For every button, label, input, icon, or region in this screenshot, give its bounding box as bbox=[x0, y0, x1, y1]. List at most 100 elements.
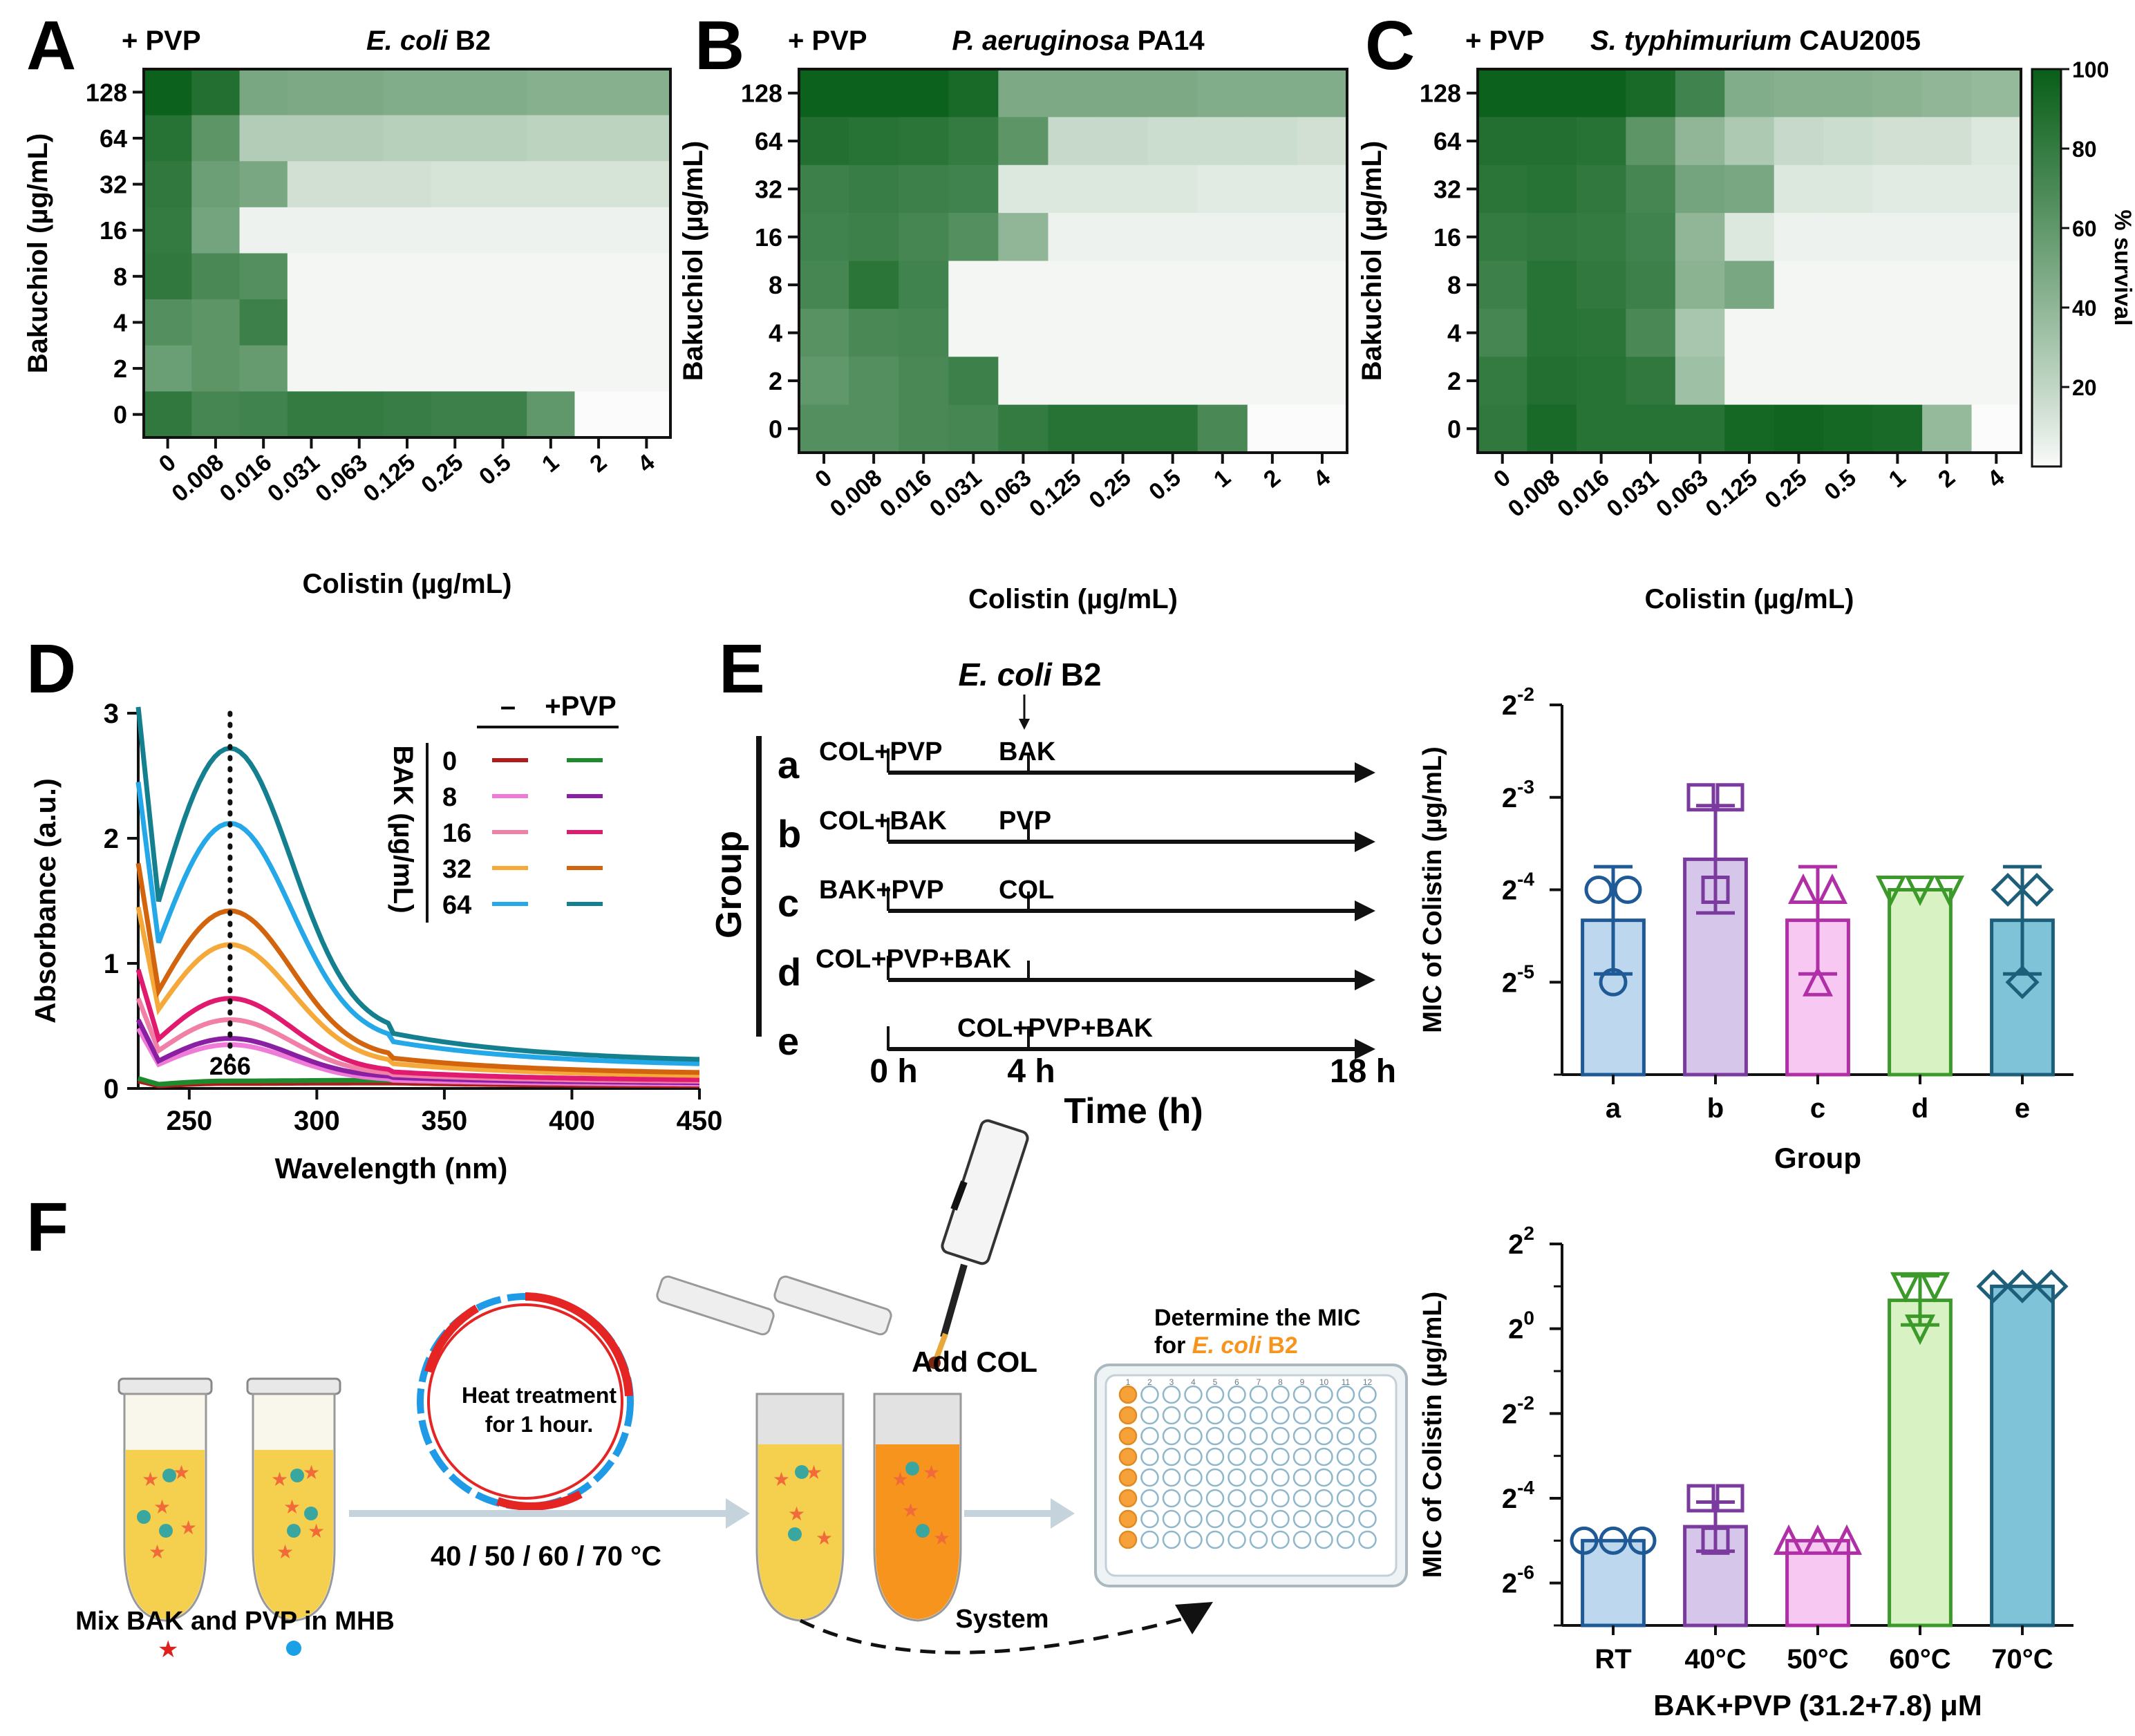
heatmap-cell bbox=[998, 261, 1049, 310]
heatmap-cell bbox=[335, 253, 384, 300]
heatmap-cell bbox=[478, 207, 527, 254]
heatmap-cell bbox=[478, 161, 527, 208]
heatmap-cell bbox=[1576, 213, 1626, 262]
heatmap-cell bbox=[1626, 404, 1676, 453]
y-tick-label: 8 bbox=[769, 271, 782, 299]
heatmap-cell bbox=[1098, 261, 1149, 310]
heatmap-cell bbox=[574, 391, 623, 438]
plate-well bbox=[1162, 1509, 1181, 1529]
heatmap-cell bbox=[1197, 357, 1248, 406]
heatmap-c: + PVP S. typhimurium CAU20051286432168420… bbox=[1357, 26, 2022, 614]
heatmap-cell bbox=[1823, 69, 1874, 117]
svg-text:★: ★ bbox=[271, 1469, 288, 1490]
panel-letter-b: B bbox=[695, 7, 744, 84]
heatmap-cell bbox=[1872, 213, 1923, 262]
y-tick-label: 128 bbox=[741, 79, 782, 108]
pvp-tag: + PVP bbox=[122, 26, 201, 56]
heatmap-cell bbox=[1297, 164, 1348, 214]
y-tick-label: 16 bbox=[755, 223, 782, 252]
heatmap-cell bbox=[1675, 117, 1725, 166]
heatmap-cell bbox=[1922, 213, 1973, 262]
heatmap-cell bbox=[191, 345, 241, 392]
pvp-tag: + PVP bbox=[788, 26, 867, 56]
heatmap-cell bbox=[335, 69, 384, 116]
plate-well bbox=[1228, 1406, 1246, 1425]
plate-well bbox=[1118, 1426, 1138, 1446]
heatmap-title: E. coli B2 bbox=[366, 26, 491, 56]
plate-well bbox=[1271, 1385, 1290, 1404]
plate-well bbox=[1336, 1385, 1355, 1404]
heatmap-cell bbox=[1626, 164, 1676, 214]
heatmap-cell bbox=[144, 391, 192, 438]
x-tick-label: 300 bbox=[294, 1106, 340, 1136]
plate-well bbox=[1358, 1468, 1377, 1487]
heatmap-cell bbox=[1147, 117, 1198, 166]
heatmap-cell bbox=[1098, 308, 1149, 357]
heatmap-cell bbox=[383, 207, 432, 254]
plate-well bbox=[1184, 1385, 1203, 1404]
x-axis-title: Colistin (µg/mL) bbox=[302, 569, 511, 599]
x-tick-label: e bbox=[2015, 1093, 2030, 1124]
heatmap-cell bbox=[287, 391, 336, 438]
plate-well bbox=[1184, 1468, 1203, 1487]
heatmap-cell bbox=[1675, 164, 1725, 214]
x-tick-label: RT bbox=[1595, 1644, 1631, 1674]
plate-column-label: 11 bbox=[1342, 1377, 1351, 1387]
heatmap-cell bbox=[144, 69, 192, 116]
plate-well bbox=[1358, 1530, 1377, 1549]
heatmap-cell bbox=[1922, 404, 1973, 453]
heatmap-cell bbox=[1197, 117, 1248, 166]
heatmap-cell bbox=[1675, 404, 1725, 453]
heatmap-cell bbox=[144, 253, 192, 300]
y-tick-label: 2-2 bbox=[1502, 1392, 1534, 1429]
heatmap-cell bbox=[1872, 261, 1923, 310]
plate-well bbox=[1271, 1468, 1290, 1487]
timeline-arrow-head bbox=[1355, 900, 1375, 921]
panel-letter-e: E bbox=[719, 630, 765, 708]
heatmap-cell bbox=[849, 404, 899, 453]
y-axis-title: MIC of Colistin (µg/mL) bbox=[1418, 746, 1447, 1033]
treatment-timeline-schematic: E. coli B2 Group a COL+PVP BAK b COL+BAK PVP c… bbox=[709, 657, 1396, 1131]
plate-well bbox=[1140, 1509, 1159, 1529]
svg-text:★: ★ bbox=[142, 1469, 159, 1490]
data-point bbox=[2034, 1269, 2069, 1303]
timeline-arrow-head bbox=[1355, 831, 1375, 852]
absorbance-series-line bbox=[135, 969, 700, 1082]
heatmap-a: + PVP E. coli B2128643216842000.0080.0160… bbox=[23, 26, 672, 599]
heatmap-cell bbox=[1048, 404, 1099, 453]
heatmap-cell bbox=[239, 299, 288, 346]
heatmap-cell bbox=[1048, 357, 1099, 406]
heatmap-cell bbox=[799, 357, 849, 406]
heatmap-cell bbox=[998, 213, 1049, 262]
heatmap-cell bbox=[144, 161, 192, 208]
heatmap-cell bbox=[1527, 117, 1577, 166]
y-tick-label: 16 bbox=[1433, 223, 1461, 252]
heatmap-cell bbox=[849, 69, 899, 117]
x-tick-label: 2 bbox=[1933, 464, 1960, 493]
plate-well bbox=[1292, 1447, 1312, 1466]
heatmap-cell bbox=[574, 115, 623, 162]
heatmap-cell bbox=[1576, 261, 1626, 310]
heatmap-cell bbox=[1626, 117, 1676, 166]
heatmap-cell bbox=[1098, 404, 1149, 453]
heatmap-cell bbox=[948, 357, 999, 406]
x-axis-title: Colistin (µg/mL) bbox=[1644, 584, 1854, 614]
data-point bbox=[1701, 876, 1730, 904]
plate-well bbox=[1271, 1489, 1290, 1508]
x-tick-label: 0 bbox=[154, 449, 181, 478]
data-point bbox=[2020, 872, 2054, 907]
plate-well bbox=[1118, 1530, 1138, 1549]
heat-ring-icon bbox=[417, 1292, 634, 1511]
pipette-icon bbox=[928, 1119, 1029, 1369]
heatmap-cell bbox=[849, 213, 899, 262]
data-point bbox=[1686, 1484, 1715, 1513]
heatmap-cell bbox=[527, 69, 576, 116]
heatmap-cell bbox=[998, 357, 1049, 406]
plate-well bbox=[1249, 1406, 1268, 1425]
y-axis-title: Bakuchiol (µg/mL) bbox=[678, 141, 708, 381]
data-point bbox=[1584, 876, 1613, 904]
heatmap-cell bbox=[1971, 308, 2022, 357]
plate-column-label: 6 bbox=[1234, 1377, 1239, 1387]
data-point bbox=[1787, 873, 1819, 904]
heatmap-cell bbox=[1774, 308, 1824, 357]
